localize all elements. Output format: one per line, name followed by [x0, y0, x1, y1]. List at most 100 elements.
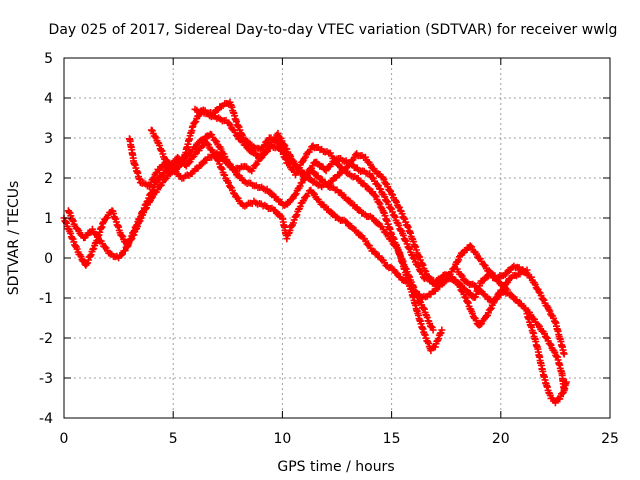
point-markers — [246, 147, 263, 160]
point-markers — [333, 213, 348, 224]
point-markers — [261, 201, 276, 212]
y-tick-label: 0 — [44, 251, 53, 267]
point-markers — [462, 277, 477, 288]
point-markers — [368, 247, 383, 260]
point-markers — [213, 149, 228, 165]
y-tick-label: -4 — [39, 411, 53, 427]
point-markers — [351, 226, 366, 240]
data-series — [60, 98, 570, 407]
point-markers — [99, 208, 115, 226]
point-markers — [311, 158, 328, 173]
point-markers — [257, 137, 272, 153]
point-markers — [377, 255, 390, 269]
point-markers — [206, 130, 222, 149]
chart-title: Day 025 of 2017, Sidereal Day-to-day VTE… — [49, 22, 618, 38]
y-tick-label: -2 — [39, 331, 53, 347]
x-tick-label: 10 — [273, 431, 291, 447]
point-markers — [230, 190, 246, 208]
point-markers — [414, 251, 430, 275]
point-marker — [429, 326, 437, 334]
point-markers — [377, 185, 395, 212]
point-markers — [178, 171, 193, 182]
point-markers — [152, 167, 169, 185]
y-tick-label: 5 — [44, 51, 53, 67]
point-markers — [399, 229, 416, 259]
series-track-6 — [453, 265, 531, 307]
point-markers — [484, 267, 499, 280]
point-markers — [217, 99, 232, 111]
point-markers — [161, 155, 176, 172]
point-markers — [239, 199, 256, 210]
point-markers — [213, 155, 229, 179]
point-markers — [154, 139, 168, 161]
point-markers — [353, 174, 368, 188]
point-markers — [224, 119, 241, 140]
point-markers — [427, 343, 438, 355]
point-markers — [344, 159, 361, 172]
x-tick-labels: 0 5 10 15 20 25 — [60, 431, 619, 447]
point-markers — [466, 242, 482, 261]
series-track-4 — [147, 126, 568, 358]
x-axis-title: GPS time / hours — [277, 459, 394, 475]
point-markers — [270, 206, 285, 220]
point-markers — [171, 156, 187, 169]
point-marker — [523, 266, 531, 274]
point-markers — [551, 395, 562, 407]
point-markers — [388, 190, 403, 211]
point-markers — [82, 245, 98, 269]
point-markers — [335, 163, 350, 179]
point-markers — [235, 135, 252, 153]
point-markers — [527, 273, 543, 296]
point-markers — [195, 132, 213, 146]
y-tick-label: 4 — [44, 91, 53, 107]
y-tick-label: 1 — [44, 211, 53, 227]
point-markers — [359, 235, 375, 252]
point-markers — [344, 170, 359, 181]
point-markers — [506, 271, 520, 283]
x-tick-label: 0 — [60, 431, 69, 447]
y-axis-title: SDTVAR / TECUs — [6, 181, 22, 296]
x-tick-label: 5 — [169, 431, 178, 447]
point-markers — [554, 353, 565, 375]
point-markers — [388, 205, 406, 235]
point-markers — [130, 159, 144, 183]
point-markers — [322, 156, 340, 175]
point-markers — [394, 246, 408, 273]
point-markers — [514, 267, 529, 278]
point-markers — [268, 141, 285, 154]
point-markers — [388, 230, 401, 252]
point-markers — [379, 207, 395, 237]
point-markers — [477, 272, 492, 285]
x-tick-label: 15 — [383, 431, 401, 447]
grid-lines — [64, 58, 610, 418]
x-tick-label: 25 — [601, 431, 619, 447]
point-markers — [342, 217, 357, 232]
point-markers — [202, 110, 219, 121]
point-marker — [562, 378, 570, 386]
point-markers — [425, 317, 436, 331]
point-markers — [361, 183, 377, 196]
x-tick-label: 20 — [492, 431, 510, 447]
point-markers — [414, 309, 428, 336]
point-markers — [492, 272, 507, 283]
point-markers — [233, 171, 248, 185]
point-markers — [514, 299, 530, 312]
point-markers — [506, 291, 521, 304]
series-track-3 — [126, 98, 446, 355]
point-markers — [370, 191, 386, 213]
y-tick-label: 3 — [44, 131, 53, 147]
point-markers — [497, 276, 513, 299]
point-markers — [71, 222, 86, 239]
point-markers — [377, 222, 392, 241]
point-markers — [405, 227, 421, 257]
point-markers — [414, 294, 427, 312]
point-markers — [252, 182, 269, 194]
point-markers — [401, 265, 415, 293]
point-markers — [442, 271, 460, 284]
point-markers — [289, 199, 305, 227]
point-markers — [547, 394, 558, 404]
point-markers — [278, 145, 296, 164]
series-track-5 — [191, 105, 568, 394]
point-markers — [359, 209, 374, 221]
